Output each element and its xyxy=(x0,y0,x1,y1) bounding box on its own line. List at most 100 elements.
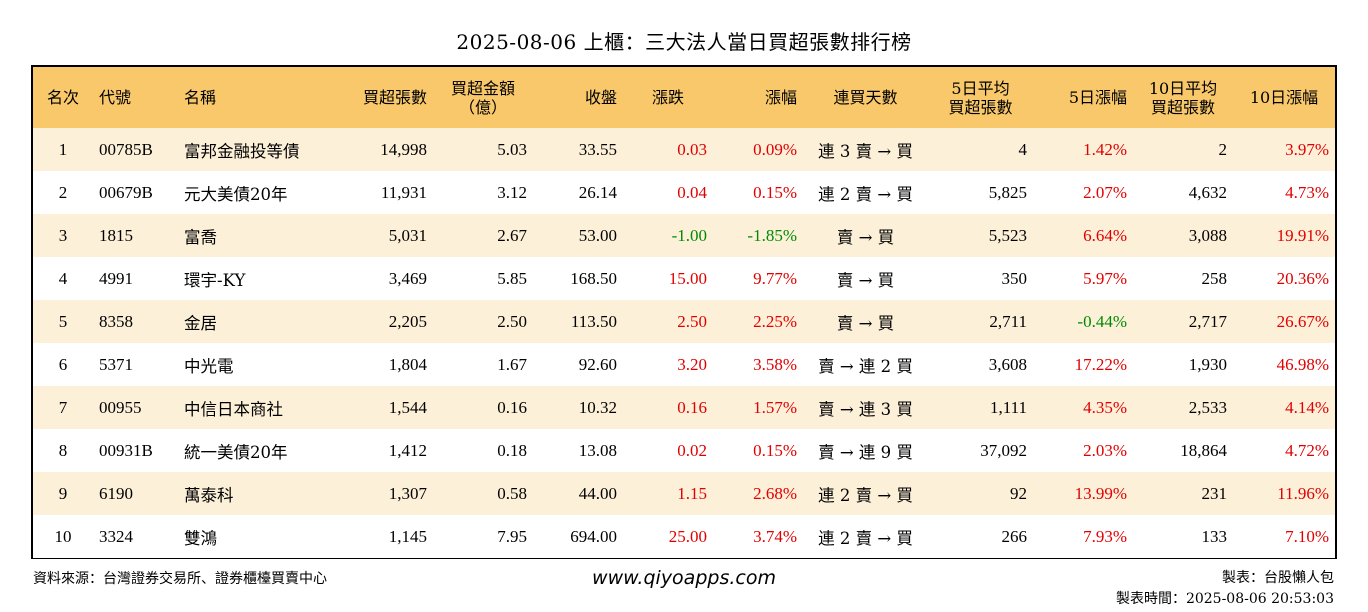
cell-change: 0.02 xyxy=(677,440,707,460)
cell-avg10: 4,632 xyxy=(1188,182,1227,202)
header-code: 代號 xyxy=(99,88,132,107)
cell-rank: 6 xyxy=(58,354,68,374)
cell-avg10: 2,717 xyxy=(1188,311,1227,331)
cell-code: 00785B xyxy=(99,139,153,159)
cell-volume: 3,469 xyxy=(388,268,427,288)
cell-close: 694.00 xyxy=(570,526,617,546)
cell-pct: 1.57% xyxy=(753,397,797,417)
cell-volume: 5,031 xyxy=(388,225,427,245)
cell-avg5: 92 xyxy=(1010,483,1027,503)
cell-change: 0.16 xyxy=(677,397,707,417)
cell-avg10: 2,533 xyxy=(1188,397,1227,417)
cell-streak: 連 3 賣 → 買 xyxy=(818,141,913,161)
cell-rank: 8 xyxy=(58,440,68,460)
header-name: 名稱 xyxy=(184,88,217,107)
cell-pct5: 5.97% xyxy=(1083,268,1127,288)
cell-rank: 1 xyxy=(58,139,68,159)
header-pct5: 5日漲幅 xyxy=(1068,88,1127,107)
header-pct: 漲幅 xyxy=(764,88,797,107)
cell-code: 6190 xyxy=(99,483,133,503)
cell-volume: 1,412 xyxy=(388,440,427,460)
cell-streak: 賣 → 買 xyxy=(836,227,895,247)
cell-pct: 0.09% xyxy=(753,139,797,159)
cell-change: 3.20 xyxy=(677,354,707,374)
table-row: 1 00785B 富邦金融投等債 14,998 5.03 33.55 0.03 0.09% 連 … xyxy=(33,128,1335,171)
header-streak: 連買天數 xyxy=(833,88,898,107)
cell-pct: 0.15% xyxy=(753,182,797,202)
cell-amount: 7.95 xyxy=(497,526,527,546)
cell-change: 2.50 xyxy=(677,311,707,331)
cell-name: 雙鴻 xyxy=(184,528,217,548)
header-amount: 買超金額 （億） xyxy=(450,78,515,117)
cell-name: 中信日本商社 xyxy=(184,399,283,419)
cell-name: 環宇-KY xyxy=(184,270,246,290)
cell-pct5: 17.22% xyxy=(1074,354,1127,374)
cell-avg5: 1,111 xyxy=(990,397,1027,417)
cell-amount: 3.12 xyxy=(497,182,527,202)
cell-rank: 4 xyxy=(58,268,68,288)
generated-time: 製表時間：2025-08-06 20:53:03 xyxy=(1115,591,1334,607)
cell-avg10: 231 xyxy=(1201,483,1228,503)
cell-amount: 5.85 xyxy=(497,268,527,288)
cell-rank: 7 xyxy=(58,397,68,417)
cell-volume: 1,307 xyxy=(388,483,427,503)
cell-pct10: 4.14% xyxy=(1285,397,1329,417)
cell-amount: 1.67 xyxy=(497,354,527,374)
cell-code: 3324 xyxy=(99,526,133,546)
cell-streak: 連 2 賣 → 買 xyxy=(818,528,913,548)
cell-rank: 10 xyxy=(54,526,72,546)
cell-code: 4991 xyxy=(99,268,133,288)
cell-close: 113.50 xyxy=(570,311,617,331)
cell-name: 金居 xyxy=(184,313,217,333)
cell-code: 00955 xyxy=(99,397,142,417)
cell-pct10: 4.72% xyxy=(1285,440,1329,460)
table-row: 8 00931B 統一美債20年 1,412 0.18 13.08 0.02 0.15% 賣 →… xyxy=(33,429,1335,472)
cell-streak: 連 2 賣 → 買 xyxy=(818,184,913,204)
cell-pct: -1.85% xyxy=(747,225,797,245)
cell-close: 13.08 xyxy=(578,440,617,460)
header-avg10: 10日平均 買超張數 xyxy=(1148,78,1218,117)
cell-pct: 0.15% xyxy=(753,440,797,460)
cell-close: 53.00 xyxy=(578,225,617,245)
table-row: 9 6190 萬泰科 1,307 0.58 44.00 1.15 2.68% 連 2 賣 → 買… xyxy=(33,472,1335,515)
cell-name: 中光電 xyxy=(184,356,234,376)
header-avg5: 5日平均 買超張數 xyxy=(948,78,1013,117)
table-body: 1 00785B 富邦金融投等債 14,998 5.03 33.55 0.03 0.09% 連 … xyxy=(33,128,1335,558)
cell-volume: 11,931 xyxy=(380,182,427,202)
data-source-note: 資料來源：台灣證券交易所、證券櫃檯買賣中心 xyxy=(33,571,327,587)
cell-avg5: 37,092 xyxy=(980,440,1027,460)
table-row: 6 5371 中光電 1,804 1.67 92.60 3.20 3.58% 賣 → 連 2 買… xyxy=(33,343,1335,386)
website-link[interactable]: www.qiyoapps.com xyxy=(592,567,776,589)
cell-code: 8358 xyxy=(99,311,133,331)
cell-pct5: 4.35% xyxy=(1083,397,1127,417)
cell-close: 26.14 xyxy=(578,182,617,202)
table-row: 4 4991 環宇-KY 3,469 5.85 168.50 15.00 9.77% 賣 → 買… xyxy=(33,257,1335,300)
cell-avg5: 266 xyxy=(1001,526,1028,546)
cell-streak: 賣 → 連 2 買 xyxy=(818,356,913,376)
cell-volume: 2,205 xyxy=(388,311,427,331)
ranking-table: 名次 代號 名稱 買超張數 買超金額 （億） 收盤 漲跌 漲幅 連買天數 5日平均 買超張數 5日漲幅 1… xyxy=(33,67,1335,558)
cell-name: 萬泰科 xyxy=(184,485,234,505)
cell-avg5: 350 xyxy=(1001,268,1028,288)
cell-pct: 2.68% xyxy=(753,483,797,503)
cell-streak: 連 2 賣 → 買 xyxy=(818,485,913,505)
cell-close: 168.50 xyxy=(570,268,617,288)
cell-pct: 9.77% xyxy=(753,268,797,288)
cell-close: 44.00 xyxy=(578,483,617,503)
cell-streak: 賣 → 買 xyxy=(836,313,895,333)
cell-amount: 0.58 xyxy=(497,483,527,503)
table-header-row: 名次 代號 名稱 買超張數 買超金額 （億） 收盤 漲跌 漲幅 連買天數 5日平均 買超張數 5日漲幅 1… xyxy=(33,67,1335,128)
header-close: 收盤 xyxy=(584,88,617,107)
cell-code: 1815 xyxy=(99,225,133,245)
cell-change: 25.00 xyxy=(668,526,707,546)
table-row: 5 8358 金居 2,205 2.50 113.50 2.50 2.25% 賣 → 買 2,71… xyxy=(33,300,1335,343)
cell-pct5: 2.07% xyxy=(1083,182,1127,202)
cell-avg5: 2,711 xyxy=(989,311,1027,331)
cell-pct5: 6.64% xyxy=(1083,225,1127,245)
cell-name: 元大美債20年 xyxy=(184,184,288,204)
cell-pct10: 11.96% xyxy=(1277,483,1329,503)
cell-pct5: 1.42% xyxy=(1083,139,1127,159)
cell-avg5: 4 xyxy=(1018,139,1028,159)
cell-amount: 5.03 xyxy=(497,139,527,159)
cell-avg5: 5,825 xyxy=(988,182,1027,202)
